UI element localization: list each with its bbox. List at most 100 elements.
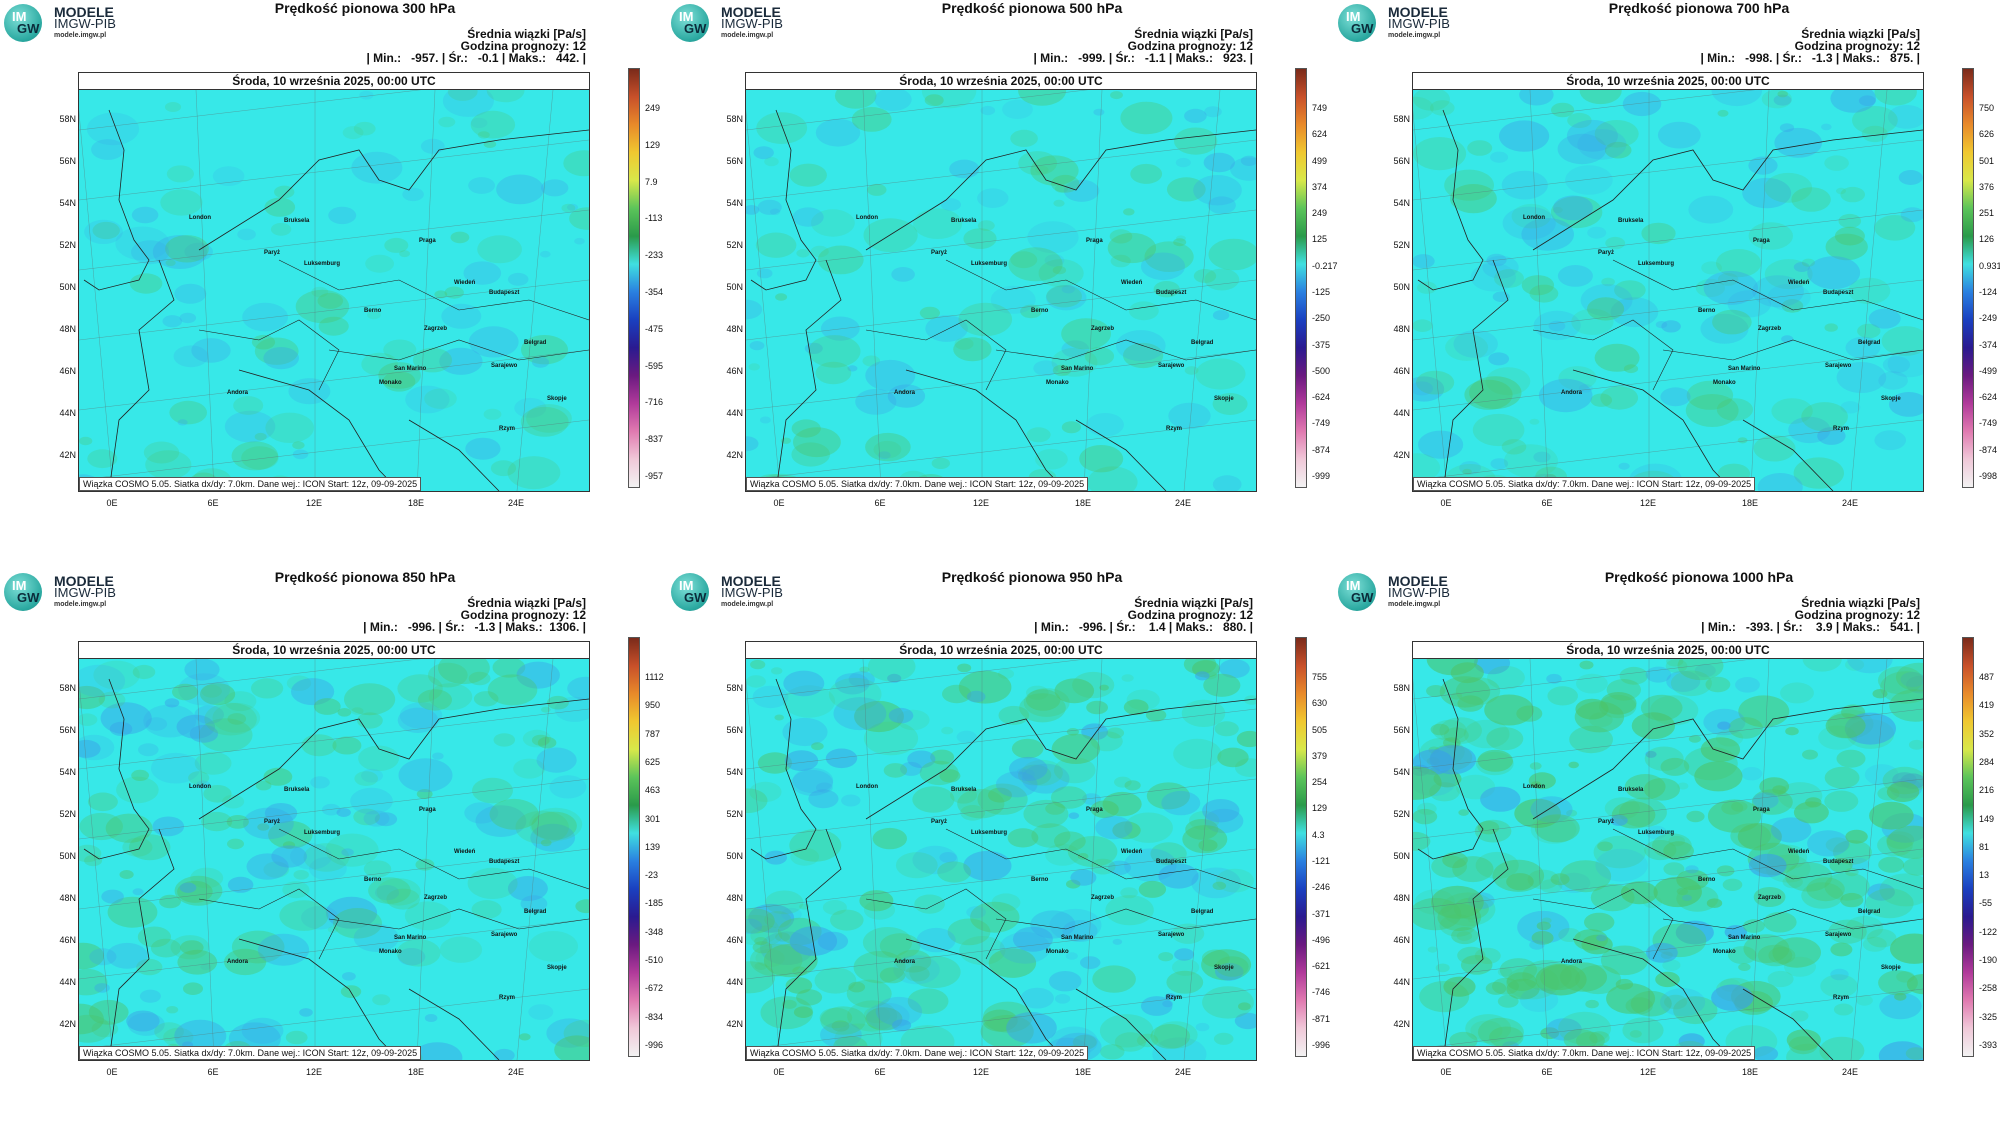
city-label: Paryż	[931, 819, 948, 825]
colorbar-tick-label: 499	[1312, 155, 1328, 166]
city-label: Praga	[1753, 807, 1770, 813]
colorbar-tick-label: 0.931	[1979, 260, 2000, 271]
lon-label: 12E	[972, 498, 989, 508]
map-panel: IM GW MODELE IMGW-PIB modele.imgw.pl Pręd…	[667, 569, 1333, 1137]
panel-stats: | Min.: -998. | Śr.: -1.3 | Maks.: 875. …	[1700, 51, 1920, 65]
city-label: Andora	[894, 390, 915, 396]
colorbar-tick-label: -996	[1312, 1040, 1331, 1050]
city-label: Budapeszt	[1823, 859, 1854, 865]
lat-label: 48N	[726, 893, 743, 903]
city-label: Berno	[364, 877, 382, 883]
lat-label: 58N	[59, 683, 76, 693]
lat-label: 54N	[726, 767, 743, 777]
city-label: Belgrad	[1191, 340, 1214, 346]
imgw-logo: IM GW MODELE IMGW-PIB modele.imgw.pl	[671, 4, 791, 44]
logo-url: modele.imgw.pl	[1388, 601, 1441, 608]
city-label: Sarajewo	[1158, 363, 1185, 369]
panel-title: Prędkość pionowa 700 hPa	[1608, 0, 1790, 16]
city-label: Belgrad	[1858, 909, 1881, 915]
lat-label: 54N	[1393, 198, 1410, 208]
colorbar	[1295, 637, 1307, 1057]
logo-line2: IMGW-PIB	[54, 585, 116, 600]
city-label: Praga	[419, 807, 436, 813]
city-label: London	[856, 784, 878, 790]
lon-label: 24E	[1841, 1067, 1858, 1077]
colorbar-tick-label: -999	[1312, 471, 1331, 481]
colorbar-tick-label: 379	[1312, 750, 1328, 761]
city-label: Wiedeń	[454, 280, 476, 286]
colorbar-tick-label: -124	[1979, 287, 1998, 297]
colorbar-tick-label: -496	[1312, 934, 1331, 945]
lon-label: 18E	[1741, 1067, 1758, 1077]
map-panel: IM GW MODELE IMGW-PIB modele.imgw.pl Pręd…	[0, 569, 666, 1137]
panel-title: Prędkość pionowa 850 hPa	[274, 569, 456, 585]
lat-label: 46N	[726, 935, 743, 945]
colorbar-tick-label: -996	[645, 1040, 664, 1050]
city-label: San Marino	[394, 366, 427, 372]
logo-line1: MODELE	[54, 573, 114, 589]
city-label: Paryż	[1598, 819, 1615, 825]
city-label: Skopje	[1881, 965, 1901, 971]
city-label: Monako	[1046, 949, 1069, 955]
colorbar-tick-label: 625	[645, 756, 661, 767]
lat-label: 56N	[726, 725, 743, 735]
colorbar-tick-label: -250	[1312, 313, 1331, 324]
panel-info: Średnia wiązki [Pa/s] Godzina prognozy: …	[363, 596, 586, 634]
colorbar-tick-label: -348	[645, 926, 664, 937]
lat-label: 58N	[726, 683, 743, 693]
logo-url: modele.imgw.pl	[721, 32, 774, 39]
city-label: Zagrzeb	[424, 326, 448, 332]
city-label: Praga	[1753, 238, 1770, 244]
logo-line2: IMGW-PIB	[1388, 16, 1450, 31]
city-label: San Marino	[1728, 935, 1761, 941]
lon-label: 12E	[972, 1067, 989, 1077]
lat-label: 52N	[59, 240, 76, 250]
lat-label: 48N	[1393, 893, 1410, 903]
colorbar-tick-label: -834	[645, 1011, 664, 1022]
colorbar-tick-label: -246	[1312, 882, 1331, 893]
colorbar-tick-label: 7.9	[645, 176, 658, 187]
map-date: Środa, 10 września 2025, 00:00 UTC	[1413, 73, 1923, 90]
city-label: Bruksela	[284, 787, 310, 793]
panel-info: Średnia wiązki [Pa/s] Godzina prognozy: …	[1033, 27, 1253, 65]
lon-label: 0E	[1440, 1067, 1452, 1077]
model-footer: Wiązka COSMO 5.05. Siatka dx/dy: 7.0km. …	[79, 1046, 422, 1060]
lon-label: 0E	[773, 498, 785, 508]
lon-label: 0E	[106, 1067, 118, 1077]
colorbar-tick-label: 249	[1312, 208, 1328, 219]
city-label: Praga	[1086, 807, 1103, 813]
city-label: Praga	[419, 238, 436, 244]
map-panel: IM GW MODELE IMGW-PIB modele.imgw.pl Pręd…	[0, 0, 666, 568]
city-label: Luksemburg	[971, 261, 1008, 267]
city-label: Zagrzeb	[1758, 326, 1782, 332]
lon-label: 18E	[407, 498, 424, 508]
colorbar-tick-label: -393	[1979, 1040, 1998, 1050]
colorbar-tick-label: -23	[645, 870, 659, 881]
logo-line1: MODELE	[54, 4, 114, 20]
colorbar-tick-label: -874	[1312, 444, 1331, 455]
colorbar-tick-label: -233	[645, 250, 664, 261]
lon-label: 6E	[874, 498, 886, 508]
lon-label: 18E	[1741, 498, 1758, 508]
colorbar-tick-label: 749	[1312, 103, 1328, 113]
imgw-badge-icon: IM GW	[671, 4, 709, 42]
city-label: Luksemburg	[1638, 261, 1675, 267]
colorbar-tick-label: 249	[645, 103, 661, 113]
map-date: Środa, 10 września 2025, 00:00 UTC	[1413, 642, 1923, 659]
colorbar-tick-label: 216	[1979, 785, 1995, 796]
lat-label: 52N	[726, 809, 743, 819]
colorbar-tick-label: 129	[1312, 803, 1328, 814]
colorbar-tick-label: 139	[645, 841, 661, 852]
city-label: Berno	[1698, 308, 1716, 314]
panel-info: Średnia wiązki [Pa/s] Godzina prognozy: …	[1701, 596, 1920, 634]
colorbar-tick-label: -716	[645, 397, 664, 408]
lat-label: 50N	[59, 851, 76, 861]
colorbar-tick-label: -837	[645, 434, 664, 445]
imgw-badge-icon: IM GW	[4, 4, 42, 42]
colorbar	[628, 68, 640, 488]
colorbar-tick-label: 950	[645, 700, 661, 711]
logo-url: modele.imgw.pl	[721, 601, 774, 608]
city-label: Sarajewo	[1825, 932, 1852, 938]
city-label: Sarajewo	[491, 363, 518, 369]
colorbar-tick-label: -871	[1312, 1013, 1331, 1024]
